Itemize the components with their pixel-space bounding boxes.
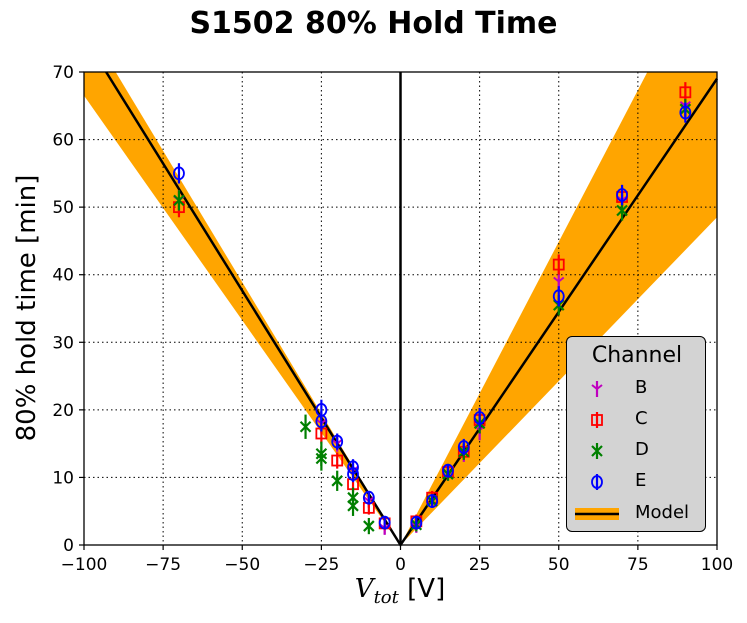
x-tick-label: 25 [469, 555, 491, 575]
x-axis-label-subscript: tot [373, 587, 399, 609]
x-tick-label: −25 [303, 555, 339, 575]
data-point [442, 463, 454, 478]
data-point [679, 86, 692, 99]
legend-label-b: B [635, 377, 648, 398]
data-point [315, 452, 328, 465]
data-point [347, 500, 359, 512]
x-axis-label-var: V [354, 574, 374, 604]
x-tick-label: −75 [145, 555, 181, 575]
y-tick-label: 30 [52, 333, 74, 353]
data-point [378, 515, 391, 530]
x-tick-label: 0 [395, 555, 406, 575]
y-tick-label: 50 [52, 198, 74, 218]
legend-label-c: C [635, 408, 648, 429]
data-point [362, 490, 375, 505]
axes-layer: −100 −75 −50 −25 0 25 50 75 100 0 10 20 30 40 50 60 70 [52, 63, 733, 575]
x-tick-label: −100 [61, 555, 108, 575]
chart-legend: Channel B C D E Model [566, 336, 706, 532]
legend-label-d: D [635, 439, 649, 460]
x-tick-label: 100 [701, 555, 733, 575]
data-point [331, 434, 344, 449]
y-tick-label: 10 [52, 468, 74, 488]
x-tick-label: 50 [548, 555, 570, 575]
data-point [299, 420, 312, 433]
x-axis-label: Vtot [V] [355, 574, 445, 608]
y-tick-label: 40 [52, 266, 74, 286]
data-point [616, 188, 628, 202]
data-point [426, 494, 439, 508]
data-point [410, 515, 423, 530]
data-point [347, 467, 359, 481]
legend-marker-c [591, 414, 603, 426]
y-tick-label: 0 [63, 536, 74, 556]
legend-markers [575, 381, 619, 520]
y-tick-label: 60 [52, 131, 74, 151]
legend-marker-b [591, 384, 603, 395]
data-point [473, 411, 486, 425]
data-point [457, 440, 470, 454]
x-tick-label: 75 [627, 555, 649, 575]
legend-title: Channel [591, 343, 683, 368]
y-tick-label: 70 [52, 63, 74, 83]
data-point [616, 204, 628, 217]
legend-marker-e [591, 475, 603, 489]
data-point [331, 475, 343, 487]
legend-label-model: Model [635, 502, 690, 523]
legend-marker-d [591, 445, 603, 457]
data-point [173, 194, 185, 207]
data-point [552, 258, 565, 271]
data-points-layer [173, 82, 692, 535]
chart-title: S1502 80% Hold Time [189, 6, 558, 41]
data-point [331, 454, 344, 467]
data-point [173, 166, 185, 181]
legend-label-e: E [635, 470, 647, 491]
data-point [363, 520, 375, 532]
data-point [679, 105, 692, 120]
series-e [173, 102, 692, 530]
x-tick-label: −50 [224, 555, 260, 575]
data-point [315, 414, 328, 429]
data-point [552, 289, 565, 304]
y-tick-label: 20 [52, 401, 74, 421]
y-axis-label: 80% hold time [min] [12, 174, 42, 442]
x-axis-label-unit: [V] [398, 574, 446, 604]
